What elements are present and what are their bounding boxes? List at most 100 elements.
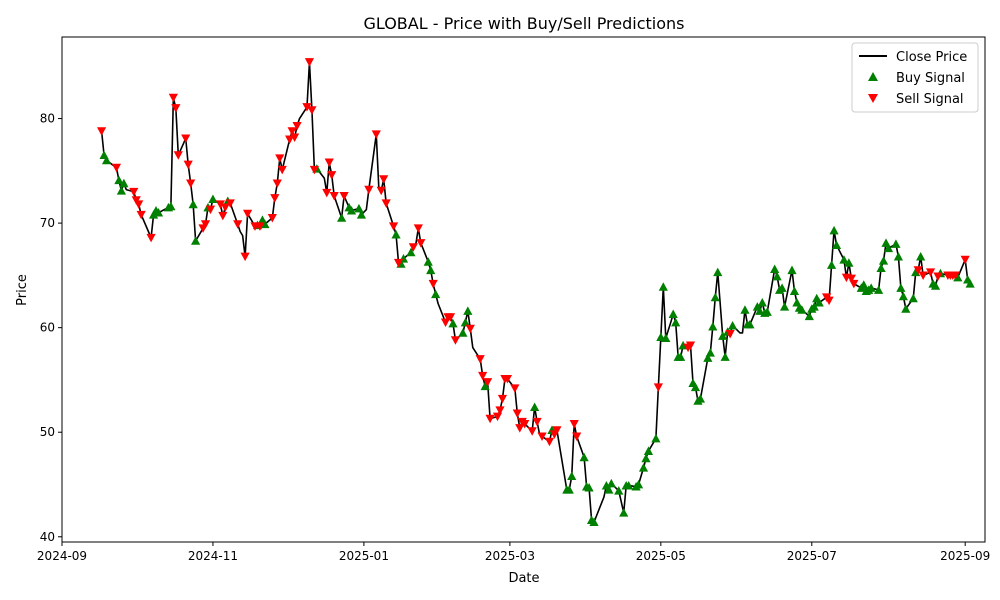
buy-signal-marker (431, 289, 441, 299)
x-tick-label: 2025-01 (339, 549, 389, 563)
buy-signal-marker (878, 256, 889, 265)
buy-signal-marker (705, 348, 715, 357)
buy-signal-marker (567, 471, 577, 481)
sell-signal-marker (225, 199, 235, 208)
chart-title: GLOBAL - Price with Buy/Sell Predictions (363, 14, 684, 33)
buy-signal-marker (930, 281, 941, 290)
buy-signal-marker (762, 307, 772, 316)
buy-signal-marker (119, 178, 129, 188)
sell-signal-marker (322, 188, 332, 198)
sell-signal-marker (428, 279, 438, 289)
sell-signal-marker (492, 412, 503, 422)
buy-signal-marker (908, 293, 918, 303)
buy-signal-marker (188, 199, 198, 209)
sell-signal-marker (205, 205, 216, 215)
sell-signal-marker (186, 179, 196, 188)
x-tick-label: 2025-07 (787, 549, 837, 563)
sell-signal-marker (290, 133, 300, 142)
sell-signal-marker (215, 200, 225, 209)
sell-signal-marker (129, 187, 139, 197)
buy-signal-marker (777, 283, 787, 292)
sell-signal-marker (304, 58, 315, 67)
legend-box (851, 42, 979, 113)
buy-signal-marker (346, 205, 357, 215)
buy-signal-marker (356, 210, 367, 219)
sell-signal-marker (846, 274, 856, 284)
buy-signal-marker (463, 306, 473, 315)
sell-signal-marker (933, 272, 943, 282)
buy-signal-marker (624, 480, 634, 490)
buy-signal-marker (787, 265, 797, 275)
sell-signal-marker (849, 279, 859, 289)
legend-label-buy: Buy Signal (896, 71, 965, 86)
buy-signal-marker (740, 305, 750, 314)
buy-signal-marker (893, 251, 903, 261)
buy-signal-marker (589, 517, 599, 527)
buy-signal-marker (114, 175, 124, 185)
buy-signal-marker (826, 260, 837, 269)
sell-signal-marker (267, 213, 277, 223)
sell-signal-marker (495, 406, 505, 415)
buy-signal-marker (727, 320, 738, 330)
buy-signal-marker (661, 333, 671, 343)
buy-signal-marker (690, 382, 701, 392)
buy-signal-marker (844, 258, 854, 267)
buy-signal-marker (770, 264, 780, 274)
buy-signal-marker (797, 305, 807, 314)
buy-signal-marker (668, 309, 678, 318)
buy-signal-marker (965, 279, 975, 288)
sell-signal-marker (475, 355, 485, 364)
x-axis-label: Date (508, 571, 539, 586)
buy-signal-marker (604, 485, 614, 494)
buy-signal-marker (883, 243, 894, 253)
sell-signal-marker (465, 324, 475, 334)
sell-signal-marker (572, 432, 582, 441)
buy-signal-marker (606, 478, 616, 488)
sell-signal-marker (950, 271, 960, 280)
sell-signal-marker (379, 175, 389, 184)
sell-signal-marker (913, 266, 923, 275)
buy-signal-marker (804, 311, 814, 321)
sell-signal-marker (171, 104, 181, 113)
buy-signal-marker (676, 352, 686, 361)
sell-signal-marker (111, 163, 122, 173)
sell-signal-marker (233, 220, 243, 229)
sell-signal-marker (416, 239, 426, 248)
buy-signal-marker (873, 285, 884, 294)
buy-signal-marker (423, 257, 433, 266)
sell-signal-marker (510, 384, 520, 393)
buy-signal-marker (641, 453, 651, 463)
buy-signal-marker (876, 263, 886, 272)
buy-signal-marker (579, 452, 589, 462)
legend: Close Price Buy Signal Sell Signal (851, 42, 979, 113)
sell-signal-marker (824, 296, 834, 306)
sell-signal-marker (537, 432, 547, 441)
x-tick-label: 2025-03 (485, 549, 535, 563)
sell-signal-marker (725, 330, 735, 339)
y-tick-label: 70 (40, 216, 55, 230)
sell-signal-marker (685, 341, 696, 351)
buy-signal-marker (638, 463, 649, 472)
sell-signal-marker (181, 134, 191, 144)
buy-signal-marker (772, 271, 782, 281)
buy-signal-marker (866, 283, 876, 292)
legend-sell-triangle-icon (868, 94, 878, 103)
buy-signal-marker (829, 225, 839, 235)
sell-signal-marker (285, 135, 295, 145)
sell-signal-marker (183, 160, 193, 170)
sell-signal-marker (200, 220, 211, 229)
sell-signal-marker (168, 93, 178, 103)
sell-signal-marker (96, 127, 107, 136)
buy-signal-marker (633, 479, 644, 489)
sell-signal-marker (307, 106, 317, 115)
buy-signal-marker (710, 292, 720, 302)
x-tick-label: 2024-09 (37, 549, 87, 563)
buy-signal-marker (891, 239, 901, 248)
sell-signal-marker (364, 185, 374, 195)
plot-area (96, 58, 975, 527)
buy-signal-marker (898, 291, 908, 301)
y-axis-label: Price (15, 274, 30, 306)
sell-signal-marker (255, 222, 265, 231)
buy-signal-marker (658, 282, 668, 291)
